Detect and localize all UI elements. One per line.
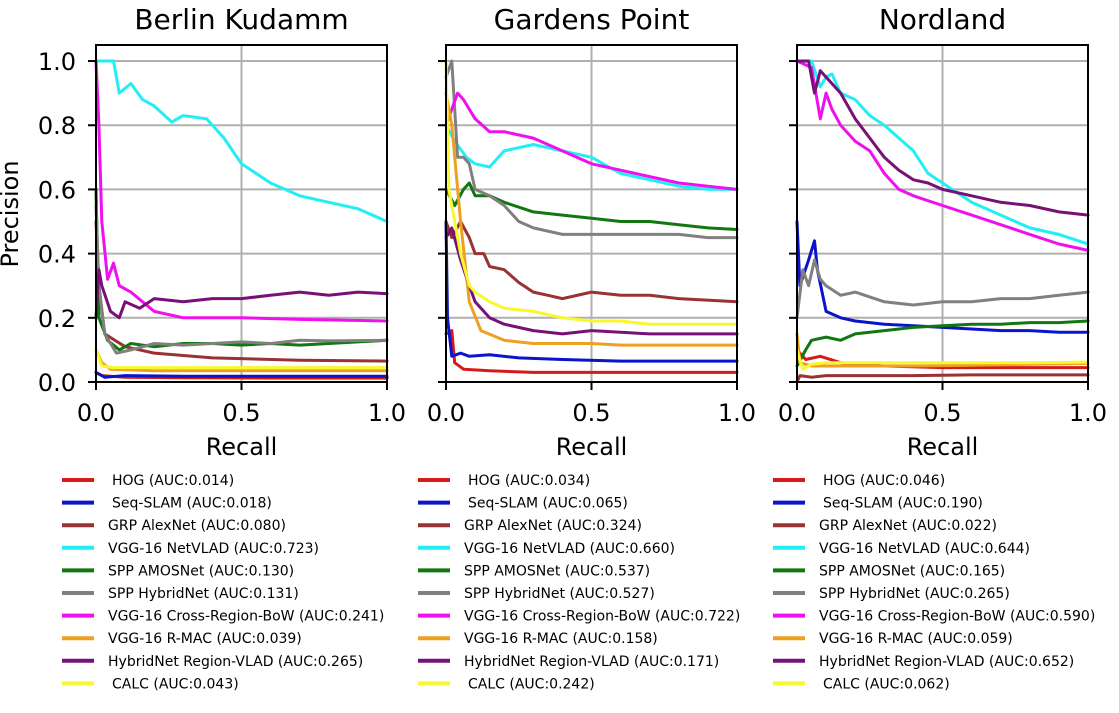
legend-label: SPP HybridNet (AUC:0.527) (464, 586, 655, 602)
legend-label: CALC (AUC:0.062) (823, 676, 950, 692)
y-tick-label: 1.0 (38, 48, 76, 76)
x-tick-label: 0.0 (427, 399, 465, 427)
legend-label: VGG-16 NetVLAD (AUC:0.723) (108, 541, 319, 557)
legend-label: Seq-SLAM (AUC:0.065) (468, 496, 628, 512)
series-line-spp-hybridnet (795, 258, 1090, 320)
legend-label: HOG (AUC:0.014) (112, 473, 234, 489)
y-tick-label: 0.2 (38, 305, 76, 333)
panel-title: Berlin Kudamm (134, 3, 348, 36)
y-tick-label: 0.6 (38, 176, 76, 204)
x-tick-label: 0.0 (77, 399, 115, 427)
series-line-calc (94, 348, 389, 370)
series-line-vgg-16-r-mac (444, 91, 739, 347)
legend-label: SPP AMOSNet (AUC:0.130) (108, 563, 294, 579)
panel-gardens-point: Gardens Point 0.0 0.5 1.0 Recall HOG (AUC:0.0… (418, 3, 756, 692)
series-line-seq-slam (444, 220, 739, 363)
series-line-grp-alexnet (795, 373, 1090, 384)
series-line-calc (444, 59, 739, 326)
legend-label: HOG (AUC:0.046) (823, 473, 945, 489)
x-axis-label: Recall (206, 433, 278, 461)
series-line-spp-hybridnet (444, 59, 739, 240)
series-line-spp-amosnet (444, 181, 739, 231)
legend-label: SPP AMOSNet (AUC:0.537) (464, 563, 650, 579)
legend-label: GRP AlexNet (AUC:0.022) (819, 518, 997, 534)
legend-label: VGG-16 NetVLAD (AUC:0.660) (464, 541, 675, 557)
legend-label: HOG (AUC:0.034) (468, 473, 590, 489)
series-line-calc (795, 348, 1090, 371)
legend-label: GRP AlexNet (AUC:0.080) (108, 518, 286, 534)
y-tick-label: 0.0 (38, 369, 76, 397)
legend-label: SPP HybridNet (AUC:0.265) (819, 586, 1010, 602)
x-tick-label: 0.5 (222, 399, 260, 427)
legend-label: SPP HybridNet (AUC:0.131) (108, 586, 299, 602)
legend-label: VGG-16 Cross-Region-BoW (AUC:0.722) (464, 609, 740, 625)
x-axis-label: Recall (556, 433, 628, 461)
series-line-seq-slam (795, 220, 1090, 334)
legend-label: VGG-16 Cross-Region-BoW (AUC:0.590) (819, 609, 1095, 625)
legend: HOG (AUC:0.034) Seq-SLAM (AUC:0.065) GRP A… (418, 473, 740, 692)
legend-label: Seq-SLAM (AUC:0.018) (112, 496, 272, 512)
legend-label: VGG-16 R-MAC (AUC:0.039) (108, 631, 302, 647)
series-line-vgg-16-netvlad (94, 59, 389, 223)
series-line-vgg-16-netvlad (444, 123, 739, 191)
legend-label: HybridNet Region-VLAD (AUC:0.265) (108, 654, 363, 670)
legend-label: VGG-16 Cross-Region-BoW (AUC:0.241) (108, 609, 384, 625)
panel-title: Nordland (879, 3, 1006, 36)
legend-label: HybridNet Region-VLAD (AUC:0.171) (464, 654, 719, 670)
series-line-grp-alexnet (444, 220, 739, 304)
x-tick-label: 1.0 (368, 399, 406, 427)
legend: HOG (AUC:0.014) Seq-SLAM (AUC:0.018) GRP A… (62, 473, 384, 692)
legend-label: GRP AlexNet (AUC:0.324) (464, 518, 642, 534)
series-line-vgg-16-cross-region-bow (444, 91, 739, 191)
series-line-hybridnet-region-vlad (94, 268, 389, 320)
legend-label: HybridNet Region-VLAD (AUC:0.652) (819, 654, 1074, 670)
legend-label: VGG-16 R-MAC (AUC:0.158) (464, 631, 658, 647)
series-line-vgg-16-netvlad (795, 59, 1090, 246)
x-tick-label: 1.0 (1069, 399, 1107, 427)
x-tick-label: 0.5 (572, 399, 610, 427)
series-line-hybridnet-region-vlad (795, 59, 1090, 217)
panel-title: Gardens Point (494, 3, 690, 36)
legend-label: CALC (AUC:0.043) (112, 676, 239, 692)
panel-nordland: Nordland 0.0 0.5 1.0 Recall HOG (AUC:0.046) Se… (773, 3, 1107, 692)
series-line-vgg-16-cross-region-bow (795, 59, 1090, 252)
series-line-seq-slam (94, 370, 389, 379)
series-line-spp-hybridnet (94, 204, 389, 355)
series-line-vgg-16-cross-region-bow (94, 59, 389, 323)
x-tick-label: 0.0 (778, 399, 816, 427)
series-line-vgg-16-r-mac (795, 332, 1090, 368)
series-line-hog (444, 329, 739, 374)
x-axis-label: Recall (907, 433, 979, 461)
legend-label: SPP AMOSNet (AUC:0.165) (819, 563, 1005, 579)
y-tick-label: 0.4 (38, 241, 76, 269)
series-line-spp-amosnet (795, 319, 1090, 368)
panel-berlin-kudamm: Berlin Kudamm 0.0 0.2 0.4 0.6 0.8 1.0 0.0 0.5 1.0… (38, 3, 406, 692)
legend-label: VGG-16 NetVLAD (AUC:0.644) (819, 541, 1030, 557)
legend-label: VGG-16 R-MAC (AUC:0.059) (819, 631, 1013, 647)
x-tick-label: 0.5 (923, 399, 961, 427)
x-tick-label: 1.0 (718, 399, 756, 427)
legend-label: CALC (AUC:0.242) (468, 676, 595, 692)
legend-label: Seq-SLAM (AUC:0.190) (823, 496, 983, 512)
y-axis-label: Precision (0, 160, 24, 267)
series-line-hog (795, 348, 1090, 370)
y-tick-label: 0.8 (38, 112, 76, 140)
legend: HOG (AUC:0.046) Seq-SLAM (AUC:0.190) GRP A… (773, 473, 1095, 692)
